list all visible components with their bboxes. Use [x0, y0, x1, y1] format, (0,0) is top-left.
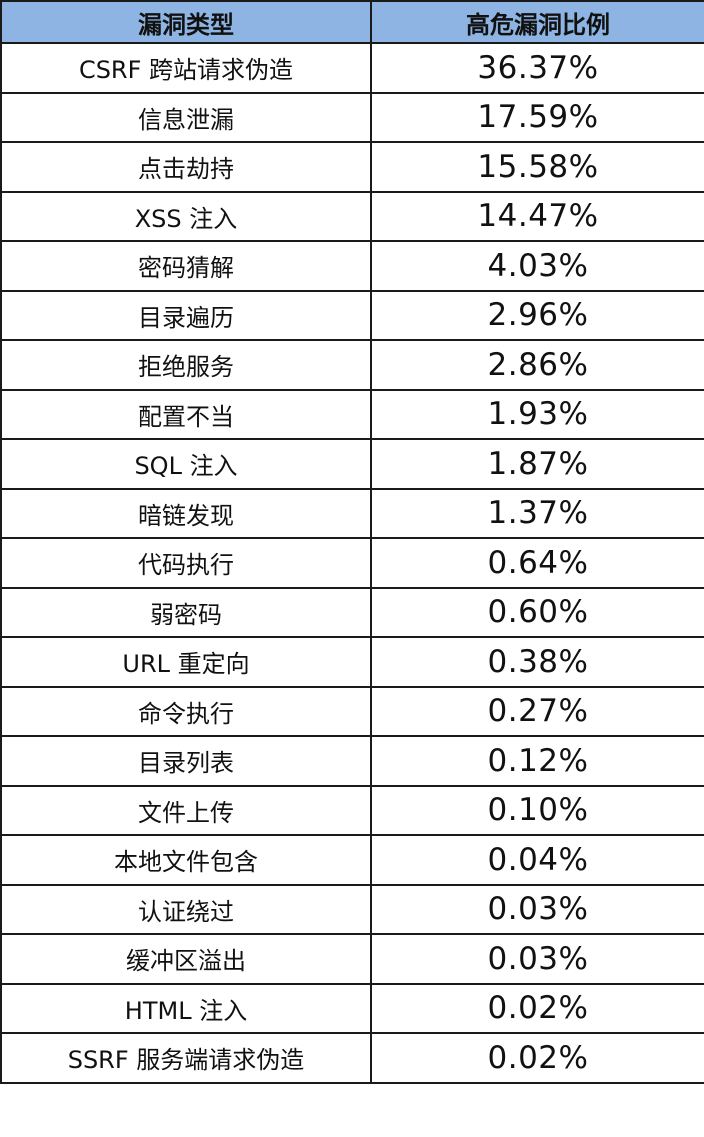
high-risk-ratio-cell: 17.59% — [370, 91, 704, 143]
vuln-type-cell: 拒绝服务 — [0, 339, 372, 391]
vuln-type-cell: 目录遍历 — [0, 289, 372, 341]
table-row: 命令执行 0.27% — [0, 685, 704, 737]
high-risk-ratio-cell: 14.47% — [370, 190, 704, 242]
high-risk-ratio-cell: 0.60% — [370, 586, 704, 638]
table-row: 本地文件包含 0.04% — [0, 834, 704, 886]
table-row: 代码执行 0.64% — [0, 537, 704, 589]
vuln-type-cell: 暗链发现 — [0, 487, 372, 539]
high-risk-ratio-cell: 0.02% — [370, 982, 704, 1034]
vuln-type-cell: 命令执行 — [0, 685, 372, 737]
table-row: HTML 注入 0.02% — [0, 982, 704, 1034]
vuln-type-cell: 本地文件包含 — [0, 834, 372, 886]
high-risk-ratio-cell: 0.64% — [370, 537, 704, 589]
high-risk-ratio-cell: 36.37% — [370, 42, 704, 94]
table-row: CSRF 跨站请求伪造 36.37% — [0, 42, 704, 94]
vuln-type-cell: SSRF 服务端请求伪造 — [0, 1032, 372, 1084]
table-row: URL 重定向 0.38% — [0, 636, 704, 688]
high-risk-ratio-cell: 2.86% — [370, 339, 704, 391]
high-risk-ratio-cell: 0.04% — [370, 834, 704, 886]
table-row: 点击劫持 15.58% — [0, 141, 704, 193]
table-row: SQL 注入 1.87% — [0, 438, 704, 490]
vuln-type-cell: 配置不当 — [0, 388, 372, 440]
high-risk-ratio-cell: 1.87% — [370, 438, 704, 490]
table-row: 配置不当 1.93% — [0, 388, 704, 440]
vuln-type-cell: 认证绕过 — [0, 883, 372, 935]
high-risk-ratio-cell: 0.27% — [370, 685, 704, 737]
table-header: 漏洞类型 高危漏洞比例 — [0, 0, 704, 44]
table-row: 目录遍历 2.96% — [0, 289, 704, 341]
high-risk-ratio-cell: 15.58% — [370, 141, 704, 193]
vuln-type-cell: 弱密码 — [0, 586, 372, 638]
header-row: 漏洞类型 高危漏洞比例 — [0, 0, 704, 44]
high-risk-ratio-cell: 0.02% — [370, 1032, 704, 1084]
vuln-type-cell: XSS 注入 — [0, 190, 372, 242]
header-high-risk-ratio: 高危漏洞比例 — [370, 0, 704, 44]
table-row: 文件上传 0.10% — [0, 784, 704, 836]
vuln-type-cell: 缓冲区溢出 — [0, 933, 372, 985]
table-row: 暗链发现 1.37% — [0, 487, 704, 539]
table-row: 信息泄漏 17.59% — [0, 91, 704, 143]
high-risk-ratio-cell: 0.03% — [370, 883, 704, 935]
high-risk-ratio-cell: 0.03% — [370, 933, 704, 985]
high-risk-ratio-cell: 1.93% — [370, 388, 704, 440]
table-row: 目录列表 0.12% — [0, 735, 704, 787]
vulnerability-ratio-table: 漏洞类型 高危漏洞比例 CSRF 跨站请求伪造 36.37% 信息泄漏 17.59% 点… — [0, 0, 704, 1084]
table-row: 认证绕过 0.03% — [0, 883, 704, 935]
vuln-type-cell: SQL 注入 — [0, 438, 372, 490]
vuln-type-cell: HTML 注入 — [0, 982, 372, 1034]
high-risk-ratio-cell: 4.03% — [370, 240, 704, 292]
table-row: 弱密码 0.60% — [0, 586, 704, 638]
high-risk-ratio-cell: 1.37% — [370, 487, 704, 539]
table-row: 密码猜解 4.03% — [0, 240, 704, 292]
vuln-type-cell: 信息泄漏 — [0, 91, 372, 143]
table-row: 缓冲区溢出 0.03% — [0, 933, 704, 985]
high-risk-ratio-cell: 2.96% — [370, 289, 704, 341]
header-vuln-type: 漏洞类型 — [0, 0, 372, 44]
table-row: SSRF 服务端请求伪造 0.02% — [0, 1032, 704, 1084]
high-risk-ratio-cell: 0.12% — [370, 735, 704, 787]
table-row: XSS 注入 14.47% — [0, 190, 704, 242]
vuln-type-cell: URL 重定向 — [0, 636, 372, 688]
high-risk-ratio-cell: 0.38% — [370, 636, 704, 688]
table-row: 拒绝服务 2.86% — [0, 339, 704, 391]
high-risk-ratio-cell: 0.10% — [370, 784, 704, 836]
vuln-type-cell: 点击劫持 — [0, 141, 372, 193]
vuln-type-cell: 代码执行 — [0, 537, 372, 589]
vuln-type-cell: 目录列表 — [0, 735, 372, 787]
vuln-type-cell: 密码猜解 — [0, 240, 372, 292]
vuln-type-cell: 文件上传 — [0, 784, 372, 836]
table-body: CSRF 跨站请求伪造 36.37% 信息泄漏 17.59% 点击劫持 15.58% XSS… — [0, 42, 704, 1084]
vuln-type-cell: CSRF 跨站请求伪造 — [0, 42, 372, 94]
